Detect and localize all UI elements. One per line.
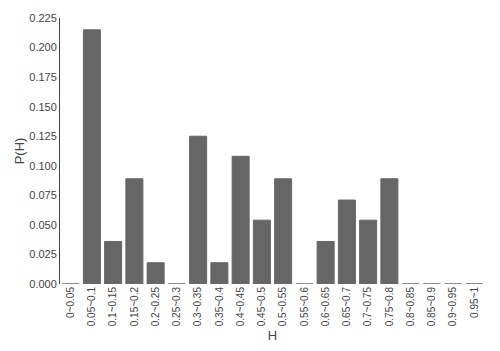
svg-text:0.6~0.65: 0.6~0.65 (320, 287, 331, 327)
svg-text:0.95~1: 0.95~1 (469, 287, 480, 318)
svg-text:0.65~0.7: 0.65~0.7 (341, 287, 352, 327)
svg-text:0.35~0.4: 0.35~0.4 (214, 287, 225, 327)
svg-text:0.175: 0.175 (29, 71, 57, 83)
svg-text:0.025: 0.025 (29, 248, 57, 260)
svg-text:0.000: 0.000 (29, 278, 57, 290)
svg-text:0.3~0.35: 0.3~0.35 (192, 287, 203, 327)
svg-text:0.2~0.25: 0.2~0.25 (150, 287, 161, 327)
svg-text:0.150: 0.150 (29, 101, 57, 113)
svg-text:0.25~0.3: 0.25~0.3 (171, 287, 182, 327)
svg-text:P(H): P(H) (12, 138, 27, 165)
svg-text:0.125: 0.125 (29, 130, 57, 142)
svg-text:0.5~0.55: 0.5~0.55 (277, 287, 288, 327)
svg-text:0.7~0.75: 0.7~0.75 (362, 287, 373, 327)
svg-text:0.75~0.8: 0.75~0.8 (384, 287, 395, 327)
svg-text:0.15~0.2: 0.15~0.2 (129, 287, 140, 327)
svg-text:0.075: 0.075 (29, 189, 57, 201)
svg-text:0.55~0.6: 0.55~0.6 (299, 287, 310, 327)
svg-text:0.100: 0.100 (29, 160, 57, 172)
svg-text:0.05~0.1: 0.05~0.1 (86, 287, 97, 327)
svg-text:0.1~0.15: 0.1~0.15 (107, 287, 118, 327)
svg-text:0.200: 0.200 (29, 41, 57, 53)
svg-text:0.8~0.85: 0.8~0.85 (405, 287, 416, 327)
svg-text:0.9~0.95: 0.9~0.95 (447, 287, 458, 327)
svg-text:0~0.05: 0~0.05 (65, 287, 76, 318)
svg-text:H: H (268, 328, 277, 343)
svg-text:0.4~0.45: 0.4~0.45 (235, 287, 246, 327)
svg-text:0.85~0.9: 0.85~0.9 (426, 287, 437, 327)
svg-text:0.050: 0.050 (29, 219, 57, 231)
svg-text:0.225: 0.225 (29, 12, 57, 24)
svg-text:0.45~0.5: 0.45~0.5 (256, 287, 267, 327)
